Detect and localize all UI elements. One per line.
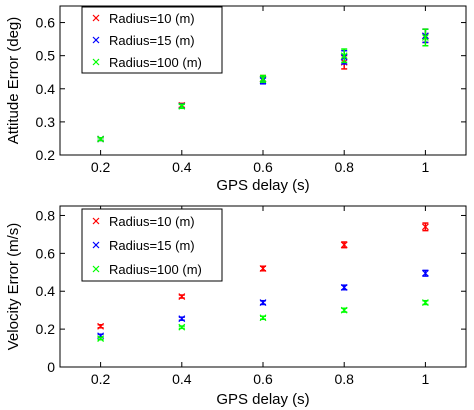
velocity-legend-marker <box>92 241 100 249</box>
velocity-legend-marker <box>92 265 100 273</box>
velocity-x-tick-label: 0.2 <box>91 371 111 387</box>
attitude-data-point <box>178 102 186 110</box>
attitude-series-3 <box>97 28 429 143</box>
velocity-legend-label: Radius=10 (m) <box>109 214 195 229</box>
velocity-data-point <box>178 293 186 300</box>
velocity-x-tick-label: 0.8 <box>334 371 354 387</box>
attitude-data-point <box>97 135 105 143</box>
attitude-y-tick-label: 0.2 <box>36 147 56 163</box>
velocity-legend: Radius=10 (m) Radius=15 (m) Radius=100 (m) <box>81 208 223 282</box>
attitude-data-point <box>340 52 348 60</box>
velocity-series-2 <box>97 269 429 340</box>
velocity-data-point <box>178 323 186 331</box>
velocity-legend-label: Radius=100 (m) <box>109 262 202 277</box>
attitude-legend-box <box>81 6 223 74</box>
velocity-data-point <box>259 299 267 307</box>
velocity-data-point <box>259 265 267 272</box>
velocity-legend-box <box>81 208 223 282</box>
velocity-data-point <box>340 284 348 291</box>
attitude-legend-marker <box>92 36 100 44</box>
velocity-data-point <box>97 335 105 343</box>
attitude-y-tick-label: 0.3 <box>36 114 56 130</box>
velocity-data-point <box>421 269 429 277</box>
attitude-legend: Radius=10 (m) Radius=15 (m) Radius=100 (m) <box>81 6 223 74</box>
velocity-y-tick-label: 0.4 <box>36 283 56 299</box>
velocity-series-1 <box>97 222 429 330</box>
attitude-legend-marker <box>92 58 100 66</box>
velocity-x-tick-label: 1 <box>422 371 430 387</box>
velocity-data-point <box>97 322 105 330</box>
attitude-y-tick-label: 0.5 <box>36 48 56 64</box>
attitude-legend-label: Radius=10 (m) <box>109 11 195 26</box>
velocity-data-point <box>421 299 429 307</box>
attitude-x-tick-label: 0.4 <box>172 159 192 175</box>
velocity-x-tick-label: 0.6 <box>253 371 273 387</box>
velocity-data-point <box>178 315 186 323</box>
attitude-y-axis-label: Attitude Error (deg) <box>5 17 22 145</box>
velocity-data-point <box>259 314 267 322</box>
attitude-x-tick-label: 1 <box>422 159 430 175</box>
velocity-y-tick-label: 0 <box>47 359 55 375</box>
attitude-x-axis-label: GPS delay (s) <box>216 177 309 194</box>
velocity-y-axis-label: Velocity Error (m/s) <box>5 223 22 351</box>
attitude-error-plot: 0.2 0.4 0.6 0.8 1 0.2 0.3 0.4 0.5 0.6 GPS delay (s… <box>5 5 467 194</box>
velocity-data-point <box>340 306 348 314</box>
velocity-error-plot: 0.2 0.4 0.6 0.8 1 0 0.2 0.4 0.6 0.8 GPS delay (s) V… <box>5 205 467 408</box>
velocity-series-3 <box>97 299 429 343</box>
attitude-x-tick-label: 0.8 <box>334 159 354 175</box>
velocity-x-axis-label: GPS delay (s) <box>216 391 309 408</box>
attitude-x-tick-label: 0.2 <box>91 159 111 175</box>
velocity-y-tick-label: 0.6 <box>36 245 56 261</box>
attitude-y-tick-label: 0.4 <box>36 81 56 97</box>
attitude-y-tick-label: 0.6 <box>36 15 56 31</box>
velocity-y-tick-label: 0.8 <box>36 207 56 223</box>
velocity-legend-marker <box>92 217 100 225</box>
attitude-x-tick-label: 0.6 <box>253 159 273 175</box>
attitude-legend-label: Radius=15 (m) <box>109 33 195 48</box>
velocity-x-tick-label: 0.4 <box>172 371 192 387</box>
attitude-data-point <box>259 75 267 83</box>
velocity-data-point <box>340 241 348 249</box>
velocity-data-point <box>421 223 429 231</box>
attitude-legend-marker <box>92 14 100 22</box>
velocity-legend-label: Radius=15 (m) <box>109 238 195 253</box>
velocity-y-tick-label: 0.2 <box>36 321 56 337</box>
attitude-data-point <box>421 34 429 41</box>
attitude-legend-label: Radius=100 (m) <box>109 55 202 70</box>
